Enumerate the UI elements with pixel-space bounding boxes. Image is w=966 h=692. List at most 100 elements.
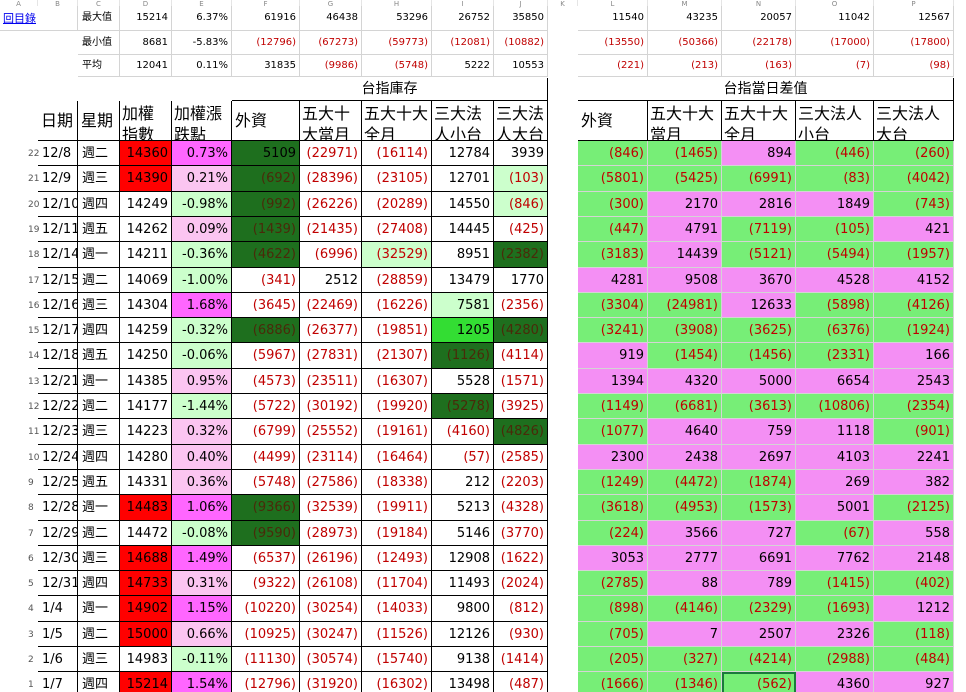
inventory-cell[interactable]: (30247) xyxy=(300,622,362,647)
inventory-cell[interactable]: (30574) xyxy=(300,647,362,672)
stat-value[interactable]: (12081) xyxy=(432,31,494,55)
inventory-cell[interactable]: (2585) xyxy=(494,445,548,470)
inventory-cell[interactable]: (341) xyxy=(232,268,300,293)
column-header-a[interactable]: A xyxy=(0,0,38,8)
stat-change[interactable]: -5.83% xyxy=(172,31,232,55)
date-cell[interactable]: 12/15 xyxy=(38,268,78,293)
stat-change[interactable]: 0.11% xyxy=(172,55,232,77)
index-cell[interactable]: 14331 xyxy=(120,470,172,495)
stat-value[interactable]: 26752 xyxy=(432,6,494,31)
index-cell[interactable]: 14733 xyxy=(120,571,172,596)
change-cell[interactable]: 1.54% xyxy=(172,672,232,692)
stat-value[interactable]: 11042 xyxy=(796,6,874,31)
date-cell[interactable]: 1/5 xyxy=(38,622,78,647)
weekday-cell[interactable]: 週二 xyxy=(78,622,120,647)
inventory-cell[interactable]: (10925) xyxy=(232,622,300,647)
column-header-b[interactable]: B xyxy=(38,0,78,8)
inventory-cell[interactable]: (26108) xyxy=(300,571,362,596)
column-header-g[interactable]: G xyxy=(300,0,362,8)
change-cell[interactable]: 0.40% xyxy=(172,445,232,470)
diff-cell[interactable]: (3618) xyxy=(578,495,648,521)
diff-cell[interactable]: (1415) xyxy=(796,571,874,596)
inventory-cell[interactable]: (4160) xyxy=(432,419,494,445)
weekday-cell[interactable]: 週三 xyxy=(78,647,120,672)
diff-cell[interactable]: 2816 xyxy=(722,192,796,217)
change-cell[interactable]: 0.31% xyxy=(172,571,232,596)
index-cell[interactable]: 14177 xyxy=(120,394,172,419)
row-number[interactable]: 7 xyxy=(28,528,34,539)
toc-link[interactable]: 回目錄 xyxy=(0,6,78,31)
stat-change[interactable]: 6.37% xyxy=(172,6,232,31)
date-cell[interactable]: 12/31 xyxy=(38,571,78,596)
inventory-cell[interactable]: (2356) xyxy=(494,293,548,318)
inventory-cell[interactable]: (11130) xyxy=(232,647,300,672)
diff-cell[interactable]: (846) xyxy=(578,141,648,166)
date-cell[interactable]: 1/4 xyxy=(38,596,78,622)
index-cell[interactable]: 14223 xyxy=(120,419,172,445)
inventory-cell[interactable]: (2203) xyxy=(494,470,548,495)
inventory-cell[interactable]: (3645) xyxy=(232,293,300,318)
stat-index[interactable]: 12041 xyxy=(120,55,172,77)
index-cell[interactable]: 14472 xyxy=(120,521,172,546)
inventory-cell[interactable]: (10220) xyxy=(232,596,300,622)
change-cell[interactable]: 0.73% xyxy=(172,141,232,166)
inventory-cell[interactable]: 14445 xyxy=(432,217,494,242)
inventory-cell[interactable]: (4328) xyxy=(494,495,548,521)
diff-cell[interactable]: 4320 xyxy=(648,369,722,394)
diff-cell[interactable]: (300) xyxy=(578,192,648,217)
inventory-cell[interactable]: (11704) xyxy=(362,571,432,596)
inventory-cell[interactable]: (2382) xyxy=(494,242,548,268)
date-cell[interactable]: 12/21 xyxy=(38,369,78,394)
date-cell[interactable]: 12/25 xyxy=(38,470,78,495)
inventory-cell[interactable]: (26377) xyxy=(300,318,362,343)
inventory-cell[interactable]: (5748) xyxy=(232,470,300,495)
change-cell[interactable]: -0.08% xyxy=(172,521,232,546)
diff-cell[interactable]: (3908) xyxy=(648,318,722,343)
diff-cell[interactable]: (1573) xyxy=(722,495,796,521)
inventory-cell[interactable]: (3770) xyxy=(494,521,548,546)
stat-value[interactable]: 43235 xyxy=(648,6,722,31)
inventory-cell[interactable]: (6996) xyxy=(300,242,362,268)
stat-value[interactable]: (17800) xyxy=(874,31,954,55)
diff-cell[interactable]: (4042) xyxy=(874,166,954,192)
diff-cell[interactable]: 4360 xyxy=(796,672,874,692)
date-cell[interactable]: 12/10 xyxy=(38,192,78,217)
inventory-cell[interactable]: (32529) xyxy=(362,242,432,268)
stat-index[interactable]: 15214 xyxy=(120,6,172,31)
inventory-cell[interactable]: (23105) xyxy=(362,166,432,192)
diff-cell[interactable]: 3566 xyxy=(648,521,722,546)
date-cell[interactable]: 12/28 xyxy=(38,495,78,521)
inventory-cell[interactable]: 1205 xyxy=(432,318,494,343)
diff-cell[interactable]: 9508 xyxy=(648,268,722,293)
stat-value[interactable]: (13550) xyxy=(578,31,648,55)
stat-value[interactable]: (10882) xyxy=(494,31,548,55)
diff-cell[interactable]: (83) xyxy=(796,166,874,192)
diff-cell[interactable]: 269 xyxy=(796,470,874,495)
diff-cell[interactable]: 6691 xyxy=(722,546,796,571)
inventory-cell[interactable]: 12908 xyxy=(432,546,494,571)
column-header-l[interactable]: L xyxy=(578,0,648,8)
diff-cell[interactable]: 4791 xyxy=(648,217,722,242)
diff-cell[interactable]: (3241) xyxy=(578,318,648,343)
inventory-cell[interactable]: (23114) xyxy=(300,445,362,470)
inventory-cell[interactable]: (16307) xyxy=(362,369,432,394)
inventory-cell[interactable]: (57) xyxy=(432,445,494,470)
row-number[interactable]: 16 xyxy=(28,300,40,311)
diff-cell[interactable]: (1249) xyxy=(578,470,648,495)
diff-cell[interactable]: (4214) xyxy=(722,647,796,672)
row-number[interactable]: 3 xyxy=(28,629,34,640)
stat-value[interactable]: 5222 xyxy=(432,55,494,77)
inventory-cell[interactable]: (692) xyxy=(232,166,300,192)
diff-cell[interactable]: 2170 xyxy=(648,192,722,217)
diff-cell[interactable]: 2777 xyxy=(648,546,722,571)
inventory-cell[interactable]: 12784 xyxy=(432,141,494,166)
stat-value[interactable]: (221) xyxy=(578,55,648,77)
diff-cell[interactable]: 2438 xyxy=(648,445,722,470)
index-cell[interactable]: 14280 xyxy=(120,445,172,470)
inventory-cell[interactable]: (22469) xyxy=(300,293,362,318)
diff-cell[interactable]: (2329) xyxy=(722,596,796,622)
weekday-cell[interactable]: 週二 xyxy=(78,141,120,166)
date-cell[interactable]: 12/14 xyxy=(38,242,78,268)
index-cell[interactable]: 14390 xyxy=(120,166,172,192)
diff-cell[interactable]: 927 xyxy=(874,672,954,692)
